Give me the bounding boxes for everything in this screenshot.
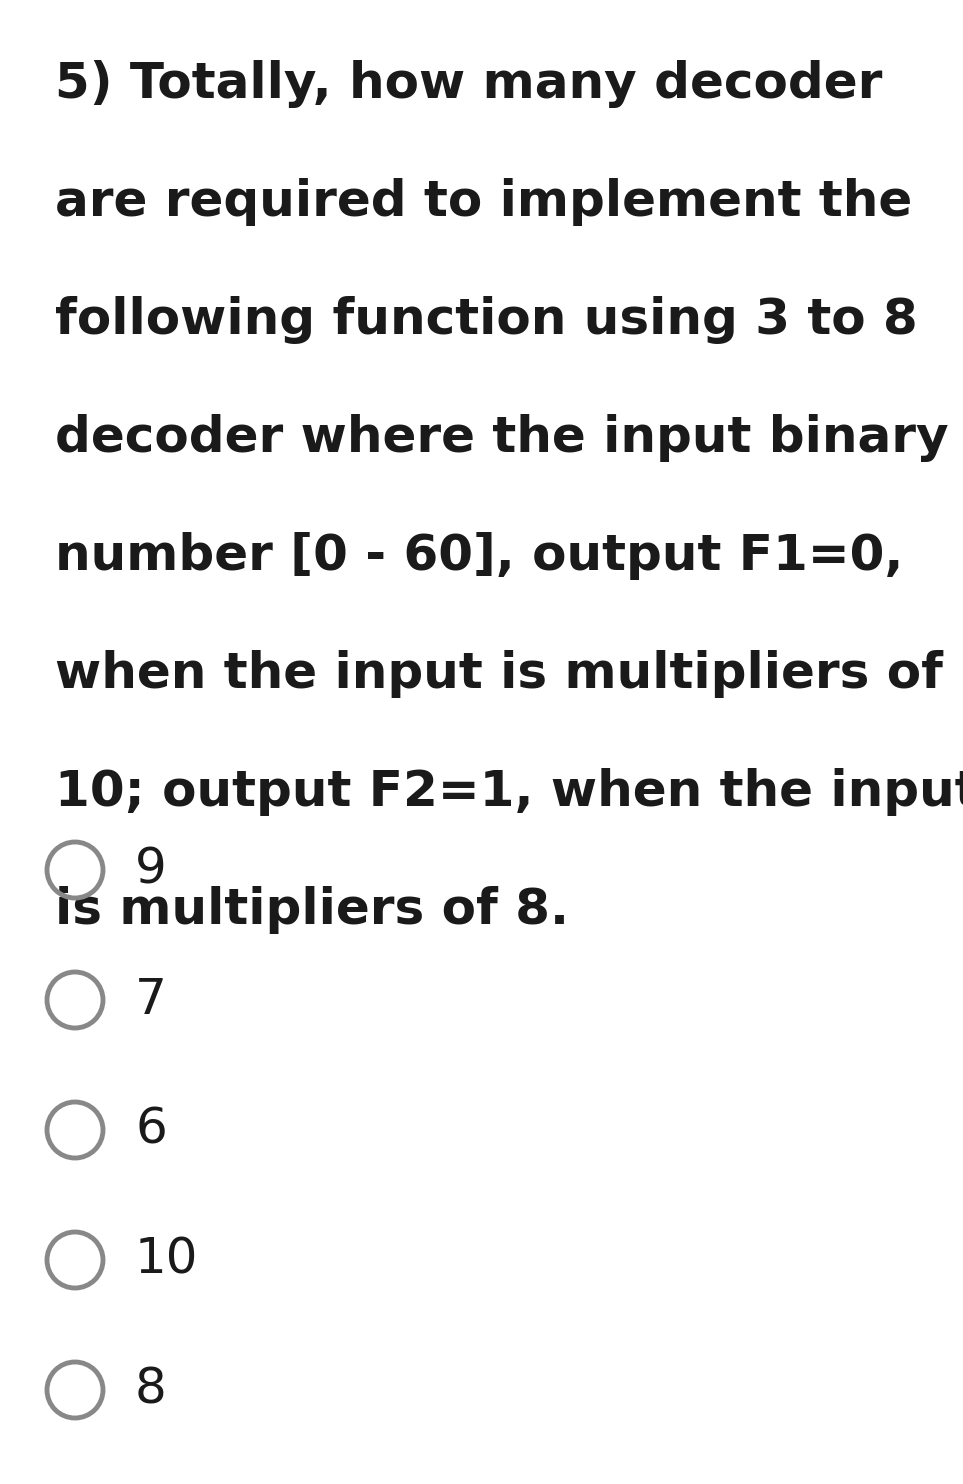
Text: 10: 10 [135, 1236, 198, 1284]
Text: is multipliers of 8.: is multipliers of 8. [55, 886, 569, 933]
Text: when the input is multipliers of: when the input is multipliers of [55, 650, 943, 697]
Text: 6: 6 [135, 1106, 167, 1155]
Text: are required to implement the: are required to implement the [55, 178, 912, 226]
Text: 9: 9 [135, 846, 167, 893]
Text: number [0 - 60], output F1=0,: number [0 - 60], output F1=0, [55, 531, 903, 580]
Text: 5) Totally, how many decoder: 5) Totally, how many decoder [55, 59, 882, 108]
Text: 8: 8 [135, 1365, 167, 1414]
Text: 10; output F2=1, when the input: 10; output F2=1, when the input [55, 769, 963, 816]
Text: 7: 7 [135, 976, 167, 1024]
Text: decoder where the input binary: decoder where the input binary [55, 414, 949, 462]
Text: following function using 3 to 8: following function using 3 to 8 [55, 295, 918, 344]
